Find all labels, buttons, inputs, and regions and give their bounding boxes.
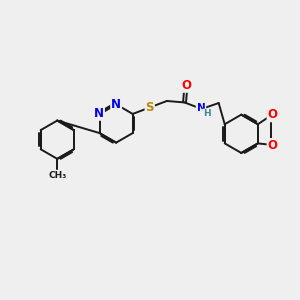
- Text: N: N: [196, 103, 206, 113]
- Text: N: N: [111, 98, 121, 111]
- Text: O: O: [181, 79, 191, 92]
- Text: N: N: [94, 107, 104, 120]
- Text: O: O: [268, 139, 278, 152]
- Text: S: S: [146, 101, 154, 114]
- Text: CH₃: CH₃: [48, 170, 66, 179]
- Text: H: H: [203, 110, 210, 118]
- Text: O: O: [268, 108, 278, 121]
